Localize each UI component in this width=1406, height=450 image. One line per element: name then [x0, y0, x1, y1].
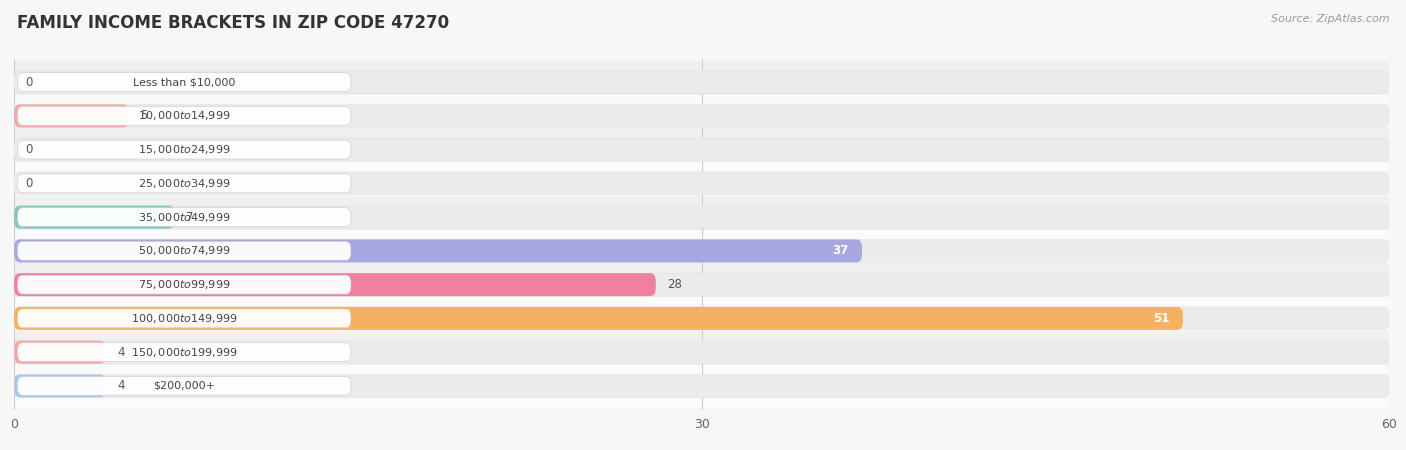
Bar [14, 297, 1389, 340]
FancyBboxPatch shape [14, 341, 105, 364]
Bar [14, 61, 1389, 104]
Text: $100,000 to $149,999: $100,000 to $149,999 [131, 312, 238, 325]
FancyBboxPatch shape [14, 71, 1389, 94]
FancyBboxPatch shape [14, 374, 1389, 397]
FancyBboxPatch shape [17, 107, 352, 125]
Text: 0: 0 [25, 76, 32, 89]
Text: $200,000+: $200,000+ [153, 381, 215, 391]
FancyBboxPatch shape [14, 239, 862, 262]
FancyBboxPatch shape [17, 343, 352, 361]
Text: 37: 37 [832, 244, 848, 257]
FancyBboxPatch shape [14, 206, 174, 229]
FancyBboxPatch shape [17, 208, 352, 226]
Text: 28: 28 [668, 278, 682, 291]
Text: $25,000 to $34,999: $25,000 to $34,999 [138, 177, 231, 190]
FancyBboxPatch shape [14, 341, 1389, 364]
FancyBboxPatch shape [14, 104, 1389, 127]
FancyBboxPatch shape [17, 242, 352, 260]
Bar [14, 162, 1389, 205]
Bar [14, 263, 1389, 306]
Bar [14, 94, 1389, 137]
FancyBboxPatch shape [14, 138, 1389, 161]
FancyBboxPatch shape [14, 273, 655, 296]
Text: $150,000 to $199,999: $150,000 to $199,999 [131, 346, 238, 359]
Text: 4: 4 [117, 346, 125, 359]
Bar [14, 364, 1389, 407]
Text: $35,000 to $49,999: $35,000 to $49,999 [138, 211, 231, 224]
FancyBboxPatch shape [17, 140, 352, 159]
Text: $15,000 to $24,999: $15,000 to $24,999 [138, 143, 231, 156]
FancyBboxPatch shape [17, 309, 352, 328]
Text: 5: 5 [141, 109, 148, 122]
FancyBboxPatch shape [14, 239, 1389, 262]
Text: Source: ZipAtlas.com: Source: ZipAtlas.com [1271, 14, 1389, 23]
Text: FAMILY INCOME BRACKETS IN ZIP CODE 47270: FAMILY INCOME BRACKETS IN ZIP CODE 47270 [17, 14, 449, 32]
FancyBboxPatch shape [14, 307, 1182, 330]
Bar [14, 331, 1389, 374]
Text: 51: 51 [1153, 312, 1170, 325]
Text: $75,000 to $99,999: $75,000 to $99,999 [138, 278, 231, 291]
Bar [14, 230, 1389, 272]
FancyBboxPatch shape [17, 377, 352, 395]
FancyBboxPatch shape [14, 104, 129, 127]
FancyBboxPatch shape [14, 172, 1389, 195]
Text: $50,000 to $74,999: $50,000 to $74,999 [138, 244, 231, 257]
FancyBboxPatch shape [14, 273, 1389, 296]
FancyBboxPatch shape [14, 374, 105, 397]
Text: Less than $10,000: Less than $10,000 [134, 77, 235, 87]
Text: 0: 0 [25, 143, 32, 156]
FancyBboxPatch shape [17, 275, 352, 294]
FancyBboxPatch shape [14, 307, 1389, 330]
Text: 0: 0 [25, 177, 32, 190]
FancyBboxPatch shape [17, 174, 352, 193]
Text: 4: 4 [117, 379, 125, 392]
Bar [14, 196, 1389, 238]
Bar [14, 128, 1389, 171]
FancyBboxPatch shape [14, 206, 1389, 229]
Text: 7: 7 [186, 211, 194, 224]
FancyBboxPatch shape [17, 73, 352, 91]
Text: $10,000 to $14,999: $10,000 to $14,999 [138, 109, 231, 122]
